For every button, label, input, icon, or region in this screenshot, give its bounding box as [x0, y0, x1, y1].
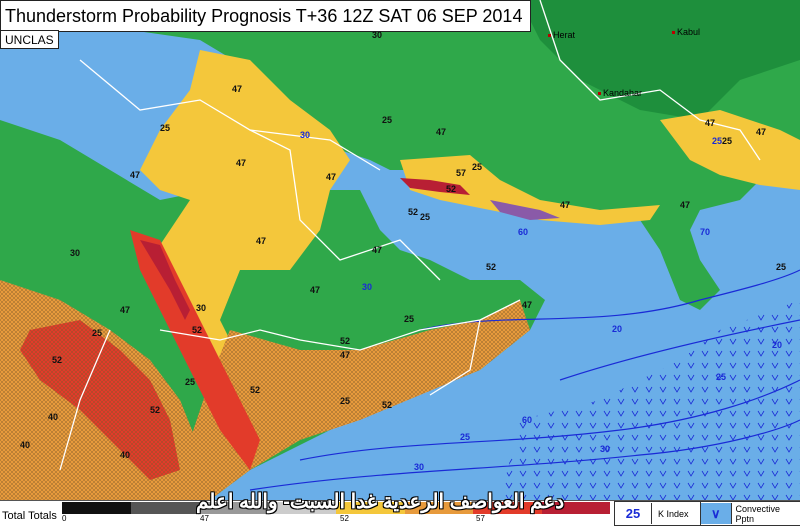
scale-segment [130, 502, 199, 514]
scale-segment [62, 502, 131, 514]
arabic-caption: دعم العواصف الرعدية غدا السبت- والله اعل… [196, 491, 565, 513]
city-name: Herat [553, 30, 576, 40]
contour-label: 52 [52, 355, 63, 365]
contour-label: 47 [560, 200, 571, 210]
prob-yellow-zagros [400, 155, 660, 225]
contour-label-blue: 70 [700, 227, 711, 237]
borders [59, 0, 761, 471]
total-totals-scale [62, 502, 610, 514]
contour-label: 25 [722, 136, 733, 146]
city-herat: Herat [548, 30, 575, 40]
city-marker-icon [598, 92, 601, 96]
contour-label: 52 [150, 405, 161, 415]
contour-label: 47 [372, 245, 383, 255]
scale-segment [541, 502, 610, 514]
city-marker-icon [672, 31, 675, 35]
total-totals-label: Total Totals [2, 510, 57, 522]
contour-label-blue: 25 [712, 136, 723, 146]
contour-label-blue: 30 [600, 444, 611, 454]
city-kandahar: Kandahar [598, 88, 642, 98]
scale-tick: 57 [476, 514, 485, 523]
contour-label-blue: 30 [300, 130, 311, 140]
prob-red-ridge [130, 230, 260, 470]
contour-label: 25 [382, 115, 393, 125]
contour-label: 47 [256, 236, 267, 246]
contour-label: 25 [185, 377, 196, 387]
contour-label: 47 [522, 300, 533, 310]
scale-segment [404, 502, 473, 514]
contour-label: 40 [120, 450, 131, 460]
contour-label: 47 [236, 158, 247, 168]
prob-crosshatch-south [180, 300, 530, 500]
contour-label: 25 [92, 328, 103, 338]
prob-purple-zagros [490, 200, 560, 220]
contour-label: 52 [250, 385, 261, 395]
thunderstorm-map [0, 0, 800, 500]
city-name: Kandahar [603, 88, 643, 98]
scale-segment [199, 502, 268, 514]
prob-red-zagros [400, 178, 470, 195]
prob-yellow-east [660, 110, 800, 190]
contour-label: 52 [486, 262, 497, 272]
contour-label: 47 [310, 285, 321, 295]
contour-label: 25 [404, 314, 415, 324]
mountains-north [520, 0, 800, 120]
prob-darkred-ridge [140, 240, 190, 320]
contour-label: 40 [48, 412, 59, 422]
scale-tick: 47 [200, 514, 209, 523]
contour-label: 52 [408, 207, 419, 217]
contour-label: 25 [472, 162, 483, 172]
contour-label-blue: 25 [716, 372, 727, 382]
scale-tick: 0 [62, 514, 67, 523]
contour-label: 47 [705, 118, 716, 128]
prob-yellow-north [140, 50, 350, 370]
contour-label: 25 [776, 262, 787, 272]
contour-label: 30 [372, 30, 383, 40]
contour-label: 57 [456, 168, 467, 178]
scale-segment [473, 502, 542, 514]
scale-segment [336, 502, 405, 514]
contour-label-blue: 30 [362, 282, 373, 292]
contour-label: 52 [192, 325, 203, 335]
contour-label-blue: 25 [460, 432, 471, 442]
k-index-swatch: 25 [615, 503, 652, 524]
contour-label: 47 [340, 350, 351, 360]
contour-label: 25 [340, 396, 351, 406]
contour-label: 47 [756, 127, 767, 137]
convective-vee-icon: ∨ [701, 503, 732, 524]
k-index-contours [249, 269, 800, 491]
contour-label: 47 [436, 127, 447, 137]
map-title: Thunderstorm Probability Prognosis T+36 … [0, 0, 532, 32]
contour-label-blue: 30 [414, 462, 425, 472]
contour-label-blue: 60 [522, 415, 533, 425]
contour-label: 47 [326, 172, 337, 182]
convective-legend-label: Convective Pptn [735, 503, 781, 524]
contour-label-blue: 20 [772, 340, 783, 350]
contour-label-blue: 60 [518, 227, 529, 237]
prob-africa-crosshatch [0, 280, 210, 500]
scale-tick: 52 [340, 514, 349, 523]
contour-label-blue: 20 [612, 324, 623, 334]
contour-label: 25 [420, 212, 431, 222]
contour-label: 25 [160, 123, 171, 133]
contour-label: 47 [232, 84, 243, 94]
city-kabul: Kabul [672, 27, 700, 37]
contour-label: 40 [20, 440, 31, 450]
contour-label: 52 [382, 400, 393, 410]
city-name: Kabul [677, 27, 701, 37]
contour-label: 30 [196, 303, 207, 313]
k-index-legend-label: K Index [658, 508, 689, 519]
contour-label: 47 [120, 305, 131, 315]
contour-label: 30 [70, 248, 81, 258]
city-marker-icon [548, 34, 551, 38]
scale-segment [267, 502, 336, 514]
convective-pptn-area [500, 300, 800, 500]
contour-label: 47 [130, 170, 141, 180]
contour-label: 52 [340, 336, 351, 346]
convective-legend: ∨ Convective Pptn [700, 501, 800, 526]
classification-label: UNCLAS [0, 30, 59, 49]
contour-label: 47 [680, 200, 691, 210]
contour-label: 52 [446, 184, 457, 194]
